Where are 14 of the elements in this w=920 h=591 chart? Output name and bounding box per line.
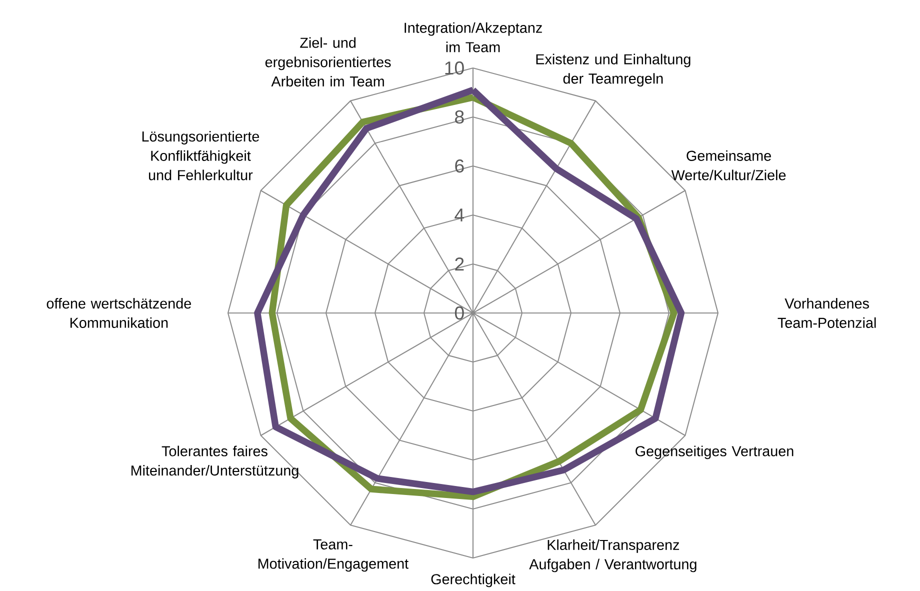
y-tick-label: 4 [454, 208, 464, 222]
spoke-label: Gegenseitiges Vertrauen [636, 446, 794, 460]
spoke-label: Gerechtigkeit [431, 574, 516, 588]
spoke-label: offene wertschätzende Kommunikation [46, 298, 192, 328]
spoke-label: Gemeinsame Werte/Kultur/Ziele [671, 150, 786, 180]
spoke-label: Ziel- und ergebnisorientiertes Arbeiten im Team [265, 37, 391, 87]
spoke-label: Lösungsorientierte Konfliktfähigkeit und Fehlerkultur [142, 131, 260, 180]
y-tick-label: 10 [445, 61, 464, 75]
spoke-label: Tolerantes faires Miteinander/Unterstützung [132, 446, 298, 478]
spoke-label: Integration/Akzeptanz im Team [404, 22, 542, 52]
spoke-label: Team-Motivation/Engagement [258, 539, 408, 572]
spoke-label: Vorhandenes Team-Potenzial [778, 298, 876, 328]
spoke-label: Klarheit/Transparenz Aufgaben / Verantwortung [529, 539, 696, 572]
spoke-label: Existenz und Einhaltung der Teamregeln [536, 54, 690, 87]
